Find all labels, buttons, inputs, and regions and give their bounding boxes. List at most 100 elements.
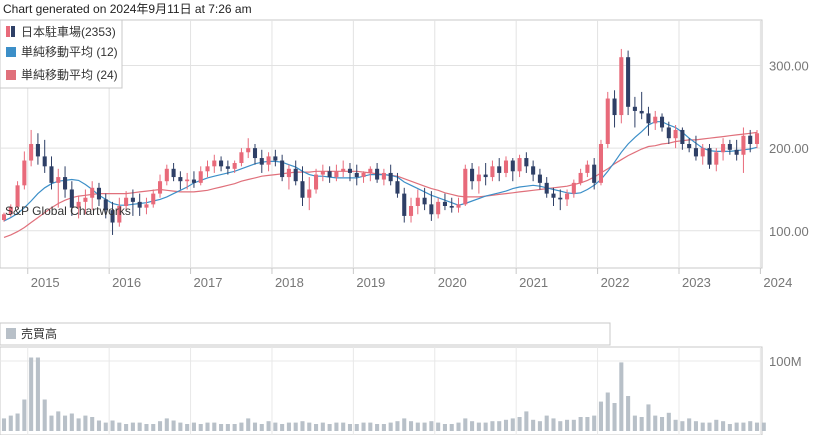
volume-bar	[483, 422, 488, 431]
candle-body	[347, 168, 353, 173]
volume-bar	[653, 415, 658, 431]
volume-bar	[137, 422, 142, 431]
legend-item-sma12[interactable]: 単純移動平均 (12)	[6, 45, 118, 59]
candle	[510, 158, 515, 182]
volume-bar	[69, 413, 74, 431]
volume-bar	[612, 403, 617, 431]
volume-bar	[442, 424, 447, 431]
volume-bar	[334, 422, 339, 431]
volume-bar	[157, 421, 163, 431]
candle-body	[178, 177, 183, 182]
candle-body	[585, 164, 590, 173]
volume-bar	[347, 424, 353, 431]
volume-bar	[266, 421, 271, 431]
volume-bar	[544, 415, 549, 431]
legend-item-stock[interactable]: 日本駐車場(2353)	[6, 24, 116, 39]
candle-body	[442, 201, 447, 206]
candle	[551, 187, 556, 206]
candle-body	[551, 193, 556, 198]
candle-body	[653, 116, 658, 124]
x-tick-label: 2020	[438, 275, 467, 290]
candle	[531, 160, 536, 182]
candle	[605, 91, 610, 149]
candle-body	[470, 168, 475, 182]
volume-legend: 売買高	[0, 322, 611, 346]
volume-bar	[585, 417, 590, 431]
candle	[232, 160, 237, 173]
candle-body	[565, 193, 570, 200]
candle-body	[90, 187, 95, 198]
candle-body	[422, 197, 427, 205]
candle	[429, 191, 434, 221]
candle	[626, 50, 631, 116]
volume-tick-label: 100M	[769, 354, 802, 369]
volume-bar	[632, 415, 637, 431]
volume-bar	[517, 417, 522, 431]
candle	[721, 138, 726, 161]
candle-body	[246, 148, 251, 153]
candle	[273, 149, 278, 167]
candle-body	[171, 168, 176, 178]
candle-body	[334, 171, 339, 178]
candle-body	[185, 179, 190, 182]
volume-bar	[130, 422, 135, 431]
x-tick-label: 2018	[275, 275, 304, 290]
candlestick-series	[1, 48, 760, 235]
candle	[280, 154, 285, 182]
y-tick-label: 200.00	[769, 141, 809, 156]
volume-bar	[721, 421, 726, 431]
candle	[83, 189, 88, 215]
candle-body	[341, 168, 346, 172]
candle	[286, 164, 291, 190]
legend-label-sma12: 単純移動平均 (12)	[21, 45, 118, 59]
candle	[558, 189, 563, 211]
candle	[171, 163, 176, 182]
volume-bar	[734, 422, 739, 431]
volume-bar	[748, 421, 753, 431]
volume-bar	[693, 421, 698, 431]
candle-body	[544, 182, 549, 194]
volume-bar	[531, 419, 536, 431]
candle-body	[639, 110, 644, 114]
candle	[341, 160, 346, 178]
volume-bar	[151, 424, 156, 431]
legend-item-sma24[interactable]: 単純移動平均 (24)	[6, 68, 118, 82]
volume-bar	[436, 422, 441, 431]
volume-bar	[727, 424, 732, 431]
candle	[449, 197, 454, 213]
candle-body	[191, 179, 196, 183]
candle-body	[293, 168, 298, 182]
volume-bar	[273, 422, 278, 431]
candle	[266, 152, 271, 172]
candle-body	[754, 133, 760, 144]
candle	[42, 139, 47, 173]
candle-body	[558, 197, 563, 200]
candle	[585, 160, 590, 178]
candle-body	[659, 116, 665, 128]
candle	[524, 152, 529, 173]
candle	[205, 160, 210, 178]
candle	[191, 171, 196, 188]
volume-bar	[164, 418, 169, 431]
candle-body	[402, 193, 407, 216]
candle	[442, 193, 447, 211]
candle-body	[714, 152, 719, 165]
volume-bar	[219, 424, 224, 431]
volume-bar	[178, 422, 183, 431]
sma24-swatch-icon	[6, 70, 16, 80]
candle	[632, 96, 637, 128]
candle	[646, 106, 651, 136]
volume-bar	[307, 422, 312, 431]
candle-body	[571, 182, 576, 194]
volume-bar	[320, 422, 325, 431]
volume-bar	[754, 422, 760, 431]
candle-body	[721, 144, 726, 153]
volume-bar	[592, 415, 597, 431]
candle-body	[83, 197, 88, 202]
volume-bar	[286, 422, 291, 431]
candle-body	[361, 172, 366, 178]
candle-body	[320, 171, 325, 175]
candle	[314, 168, 319, 194]
volume-bar	[212, 422, 217, 431]
volume-bar	[96, 420, 102, 431]
